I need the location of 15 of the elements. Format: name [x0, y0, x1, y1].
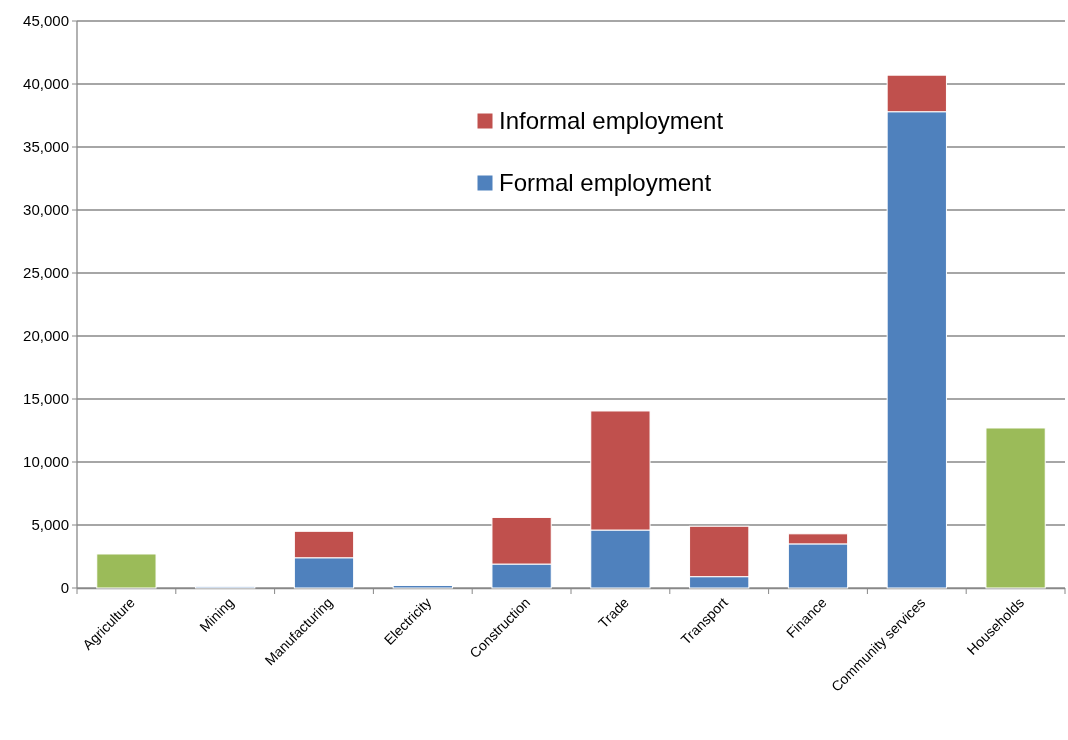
y-tick-label: 5,000 — [31, 516, 69, 534]
bar — [96, 553, 157, 589]
y-tick-label: 35,000 — [23, 138, 69, 156]
y-tick-label: 15,000 — [23, 390, 69, 408]
y-tick-label: 45,000 — [23, 12, 69, 30]
y-tick-label: 10,000 — [23, 453, 69, 471]
y-tick-label: 40,000 — [23, 75, 69, 93]
y-tick-label: 20,000 — [23, 327, 69, 345]
legend-label: Formal employment — [499, 169, 712, 197]
y-tick-label: 0 — [60, 579, 69, 597]
bar — [985, 427, 1046, 589]
bar — [392, 584, 453, 589]
y-tick-label: 30,000 — [23, 201, 69, 219]
legend-label: Informal employment — [499, 107, 724, 135]
y-tick-label: 25,000 — [23, 264, 69, 282]
